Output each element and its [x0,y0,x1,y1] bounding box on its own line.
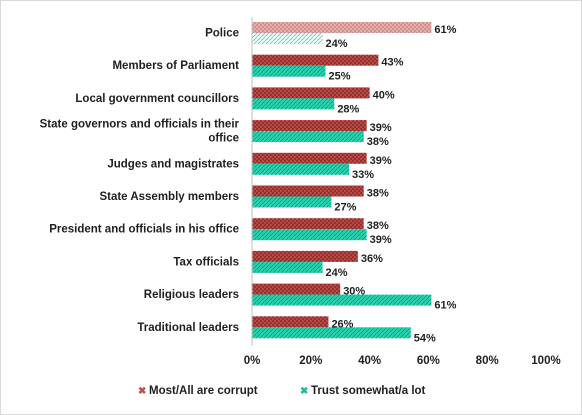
bar-corrupt [252,87,370,99]
x-tick-label: 0% [244,355,261,367]
value-label-trust: 54% [414,332,436,344]
bar-trust [252,33,323,44]
value-label-trust: 33% [352,169,374,181]
legend-label-corrupt: Most/All are corrupt [149,385,258,397]
bar-corrupt [252,185,364,197]
value-label-trust: 24% [326,267,348,279]
bar-trust [252,261,323,273]
bar-trust [252,131,364,143]
value-label-corrupt: 61% [434,24,456,36]
legend-label-trust: Trust somewhat/a lot [311,385,426,397]
value-label-corrupt: 39% [370,122,392,134]
value-label-corrupt: 36% [361,253,383,265]
value-label-corrupt: 40% [373,89,395,101]
value-label-corrupt: 39% [370,155,392,167]
value-label-trust: 39% [370,234,392,246]
bar-trust [252,327,411,339]
bar-trust [252,65,326,77]
x-tick-label: 80% [476,355,499,367]
bar-trust [252,294,432,306]
category-label: State Assembly members [99,191,239,203]
category-label: Religious leaders [144,289,239,301]
value-label-trust: 27% [334,202,356,214]
bars [252,22,432,339]
category-label: Traditional leaders [137,322,239,334]
value-label-corrupt: 30% [343,286,365,298]
category-label: Judges and magistrates [107,158,239,170]
bar-corrupt [252,120,367,132]
bar-corrupt [252,54,379,66]
bar-trust [252,163,350,175]
x-tick-label: 60% [417,355,440,367]
value-label-trust: 28% [337,103,359,115]
legend: ✖ Most/All are corrupt ✖ Trust somewhat/a l… [138,385,426,397]
bar-corrupt [252,283,341,295]
value-label-trust: 61% [434,300,456,312]
value-label-trust: 25% [329,71,351,83]
bar-corrupt [252,22,432,33]
category-label: office [208,133,239,145]
bar-corrupt [252,316,329,328]
x-tick-label: 40% [358,355,381,367]
bar-trust [252,196,332,208]
value-label-corrupt: 38% [367,188,389,200]
x-axis-tick-labels: 0% 20% 40% 60% 80% 100% [244,355,561,367]
value-labels: 61% 24% 43% 25% 40% 28% 39% 38% 39% 33% 38% 27% 38% 3… [326,24,457,344]
category-label: President and officials in his office [49,224,239,236]
category-label: Members of Parliament [112,60,239,72]
category-label: Police [205,28,239,40]
bar-corrupt [252,152,367,164]
value-label-corrupt: 43% [381,57,403,69]
legend-marker-corrupt: ✖ [138,386,146,397]
value-label-corrupt: 38% [367,220,389,232]
value-label-trust: 38% [367,136,389,148]
category-label: Tax officials [173,256,239,268]
category-labels: Police Members of Parliament Local governm… [40,28,240,334]
bar-trust [252,98,335,110]
x-tick-label: 100% [531,355,560,367]
bar-corrupt [252,250,358,262]
category-label: State governors and officials in their [40,119,240,131]
value-label-corrupt: 26% [331,318,353,330]
x-tick-label: 20% [299,355,322,367]
value-label-trust: 24% [326,38,348,50]
legend-marker-trust: ✖ [300,386,308,397]
bar-corrupt [252,218,364,230]
bar-trust [252,229,367,241]
category-label: Local government councillors [75,93,239,105]
